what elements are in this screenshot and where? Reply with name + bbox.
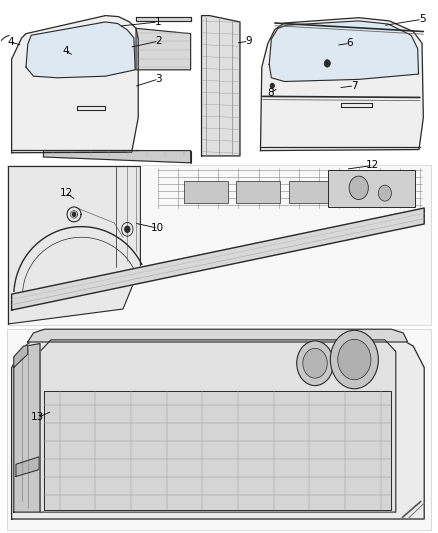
Polygon shape <box>12 15 138 153</box>
Polygon shape <box>40 340 396 512</box>
Bar <box>328 169 416 207</box>
Polygon shape <box>9 166 141 324</box>
Text: 2: 2 <box>155 36 162 46</box>
Polygon shape <box>12 208 424 310</box>
Polygon shape <box>136 28 191 70</box>
Text: 10: 10 <box>151 223 164 233</box>
Circle shape <box>270 83 275 88</box>
Bar <box>289 181 332 203</box>
Bar <box>237 181 280 203</box>
Text: 5: 5 <box>419 14 425 25</box>
Polygon shape <box>43 151 191 163</box>
Text: 6: 6 <box>346 38 353 48</box>
Circle shape <box>338 340 371 379</box>
Polygon shape <box>26 22 135 78</box>
Circle shape <box>324 60 330 67</box>
Text: 9: 9 <box>245 36 252 46</box>
Circle shape <box>125 226 130 232</box>
Text: 4: 4 <box>7 37 14 47</box>
Bar <box>7 165 431 325</box>
Polygon shape <box>269 21 419 82</box>
Circle shape <box>349 176 368 199</box>
Polygon shape <box>28 329 408 342</box>
Polygon shape <box>14 344 40 512</box>
Bar <box>184 181 228 203</box>
Circle shape <box>378 185 392 201</box>
Text: 8: 8 <box>267 88 274 98</box>
Polygon shape <box>261 18 424 151</box>
Bar <box>341 181 385 203</box>
Text: 12: 12 <box>366 160 379 171</box>
Text: 3: 3 <box>155 74 162 84</box>
Circle shape <box>72 212 76 216</box>
Text: 13: 13 <box>31 413 44 423</box>
Circle shape <box>297 341 333 385</box>
Text: 4: 4 <box>62 46 69 56</box>
Polygon shape <box>136 17 191 21</box>
Text: 7: 7 <box>351 81 358 91</box>
Polygon shape <box>201 15 240 156</box>
Bar <box>7 329 431 530</box>
Text: 12: 12 <box>60 188 73 198</box>
Polygon shape <box>16 457 39 477</box>
Polygon shape <box>44 391 392 510</box>
Circle shape <box>330 330 378 389</box>
Polygon shape <box>12 335 424 519</box>
Circle shape <box>303 349 327 378</box>
Text: 1: 1 <box>155 17 161 27</box>
Polygon shape <box>14 345 28 368</box>
